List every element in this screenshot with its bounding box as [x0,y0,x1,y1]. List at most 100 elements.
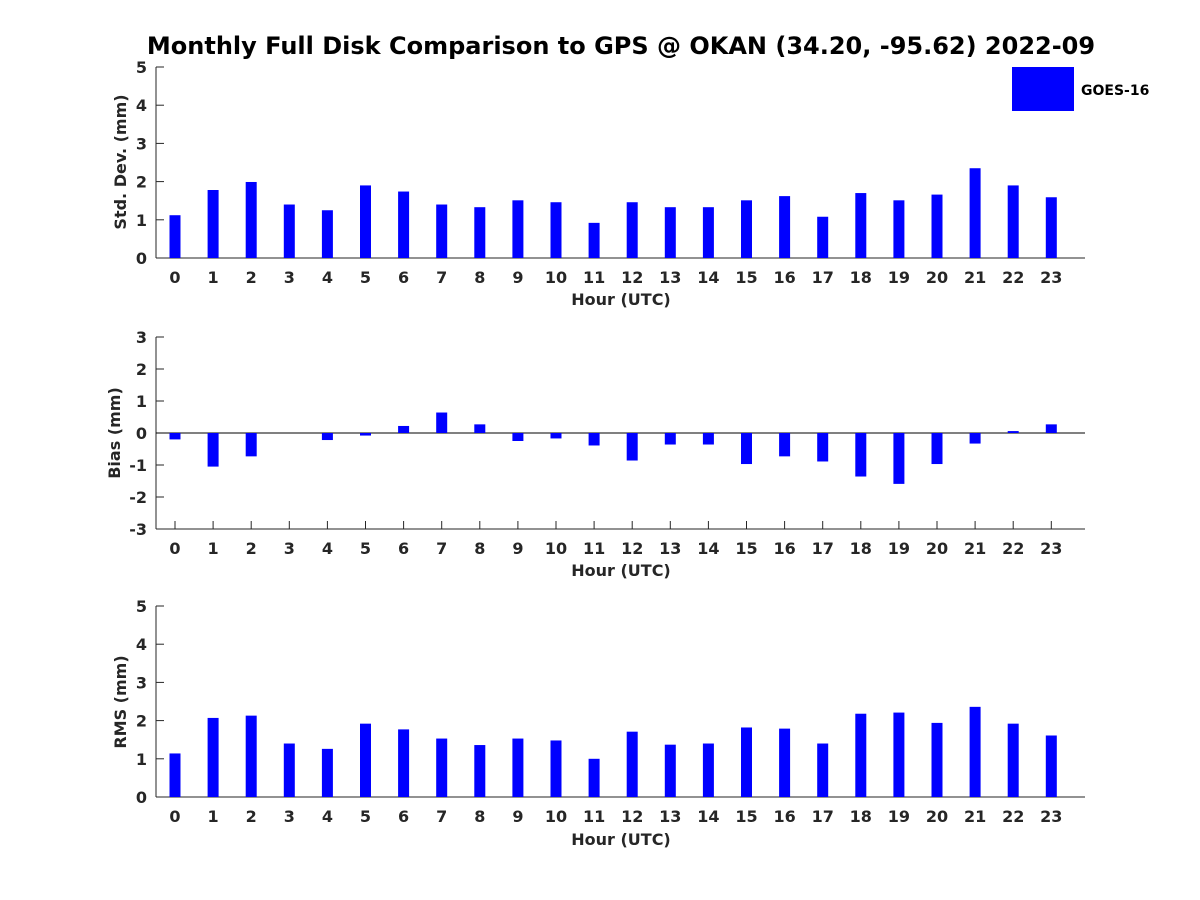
rms-xtick-label: 21 [964,807,986,826]
rms-xtick-label: 6 [398,807,409,826]
bias-ytick-label: 0 [136,424,147,443]
bias-xtick-label: 8 [474,539,485,558]
std-dev-xtick-label: 2 [246,268,257,287]
bias-bar [855,433,867,477]
legend-swatch [1012,67,1074,111]
rms-xtick-label: 16 [773,807,795,826]
bias-bar [360,433,371,436]
rms-bar [1045,735,1057,797]
bias-xtick-label: 17 [812,539,834,558]
std-dev-xtick-label: 17 [812,268,834,287]
rms-ytick-label: 5 [136,597,147,616]
std-dev-bar [1007,185,1019,258]
bias-xtick-label: 11 [583,539,605,558]
rms-xtick-label: 8 [474,807,485,826]
bias-bar [398,425,410,433]
bias-bar [893,433,905,484]
bias-bar [207,433,219,467]
std-dev-xtick-label: 21 [964,268,986,287]
std-dev-bar [398,191,410,258]
bias-xtick-label: 5 [360,539,371,558]
bias-xtick-label: 16 [773,539,795,558]
std-dev-xtick-label: 8 [474,268,485,287]
std-dev-xtick-label: 14 [697,268,719,287]
rms-bar [664,744,676,797]
std-dev-xtick-label: 22 [1002,268,1024,287]
rms-ytick-label: 2 [136,712,147,731]
std-dev-xtick-label: 23 [1040,268,1062,287]
bias-ytick-label: -3 [129,520,147,539]
rms-bar [398,729,410,797]
rms-ytick-label: 3 [136,673,147,692]
rms-bar [1007,723,1019,797]
rms-xtick-label: 14 [697,807,719,826]
rms-bar [169,753,181,797]
rms-xlabel: Hour (UTC) [571,830,671,849]
std-dev-xtick-label: 10 [545,268,567,287]
rms-bar [360,723,371,797]
std-dev-bar [588,222,600,258]
bias-bar [512,433,524,441]
rms-bar [436,738,448,797]
bias-xtick-label: 12 [621,539,643,558]
std-dev-bar [855,193,867,258]
rms-bar [969,706,981,797]
rms-xtick-label: 1 [208,807,219,826]
std-dev-xtick-label: 0 [169,268,180,287]
bias-xtick-label: 3 [284,539,295,558]
std-dev-bar [207,190,219,258]
rms-bar [741,727,752,797]
rms-bar [245,715,257,797]
bias-xtick-label: 21 [964,539,986,558]
rms-bar [779,728,791,797]
legend-label: GOES-16 [1081,83,1149,99]
std-dev-bar [436,204,448,258]
bias-bar [741,433,752,465]
std-dev-xtick-label: 7 [436,268,447,287]
rms-xtick-label: 0 [169,807,180,826]
bias-bar [702,433,714,445]
rms-bar [626,731,638,797]
rms-xtick-label: 23 [1040,807,1062,826]
std-dev-ytick-label: 3 [136,134,147,153]
bias-xtick-label: 10 [545,539,567,558]
bias-bar [245,433,257,457]
rms-xtick-label: 17 [812,807,834,826]
bias-xtick-label: 20 [926,539,948,558]
std-dev-xtick-label: 15 [735,268,757,287]
bias-ytick-label: 2 [136,360,147,379]
bias-bar [474,424,486,433]
std-dev-xtick-label: 11 [583,268,605,287]
bias-bar [436,412,448,433]
bias-xtick-label: 18 [850,539,872,558]
bias-xtick-label: 0 [169,539,180,558]
bias-ytick-label: -2 [129,488,147,507]
rms-xtick-label: 18 [850,807,872,826]
std-dev-bar [245,181,257,258]
std-dev-xtick-label: 1 [208,268,219,287]
rms-xtick-label: 19 [888,807,910,826]
std-dev-bar [779,196,791,258]
bias-xlabel: Hour (UTC) [571,561,671,580]
bias-ytick-label: 1 [136,392,147,411]
bias-xtick-label: 23 [1040,539,1062,558]
std-dev-bar [360,185,371,258]
bias-ylabel: Bias (mm) [105,387,124,479]
std-dev-xtick-label: 4 [322,268,333,287]
rms-bar [512,738,524,797]
rms-bar [855,713,867,797]
bias-xtick-label: 2 [246,539,257,558]
legend: GOES-16 [1012,67,1149,111]
rms-ylabel: RMS (mm) [111,655,130,748]
rms-bar [207,717,219,797]
rms-bar [702,743,714,797]
rms-ytick-label: 1 [136,750,147,769]
rms-bar [817,743,829,797]
bias-xtick-label: 7 [436,539,447,558]
bias-bar [779,433,791,457]
